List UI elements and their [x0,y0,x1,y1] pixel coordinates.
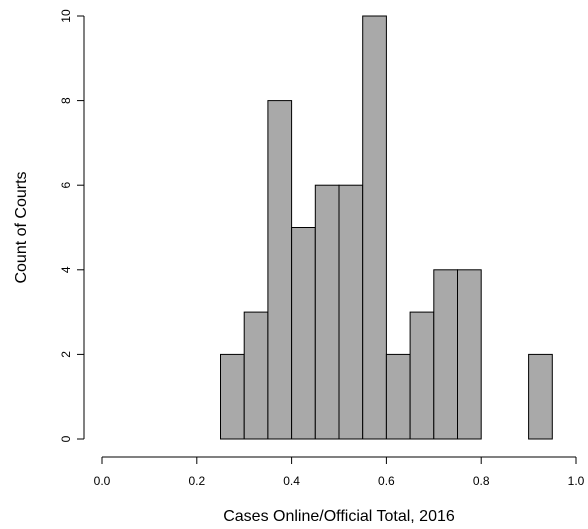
x-tick-label-2: 0.4 [283,474,300,488]
histogram-bar-10 [457,269,482,440]
x-tick-label-0: 0.0 [94,474,111,488]
histogram-bar-2 [267,100,293,440]
histogram-bar-8 [409,311,435,440]
y-tick-label-3: 6 [59,182,73,189]
y-axis-title: Count of Courts [13,171,30,283]
x-tick-label-1: 0.2 [188,474,205,488]
x-tick-label-5: 1.0 [568,474,585,488]
histogram-bar-4 [314,184,340,440]
histogram-bar-5 [338,184,364,440]
x-tick-label-4: 0.8 [473,474,490,488]
y-tick-label-5: 10 [59,9,73,23]
histogram-bar-1 [243,311,269,440]
x-tick-label-3: 0.6 [378,474,395,488]
y-tick-label-1: 2 [59,351,73,358]
x-axis: 0.0 0.2 0.4 0.6 0.8 1.0 [94,456,585,488]
histogram-bar-6 [362,15,387,440]
y-axis: 0 2 4 6 8 10 [59,9,85,442]
histogram-bar-13 [528,353,553,440]
histogram-bar-7 [385,353,411,440]
histogram-bar-0 [220,353,245,440]
histogram-bar-9 [433,269,458,440]
y-tick-label-2: 4 [59,266,73,273]
histogram-bar-3 [291,227,316,440]
x-axis-title: Cases Online/Official Total, 2016 [223,508,455,525]
histogram-bars [220,15,553,440]
y-tick-label-4: 8 [59,97,73,104]
y-tick-label-0: 0 [59,435,73,442]
